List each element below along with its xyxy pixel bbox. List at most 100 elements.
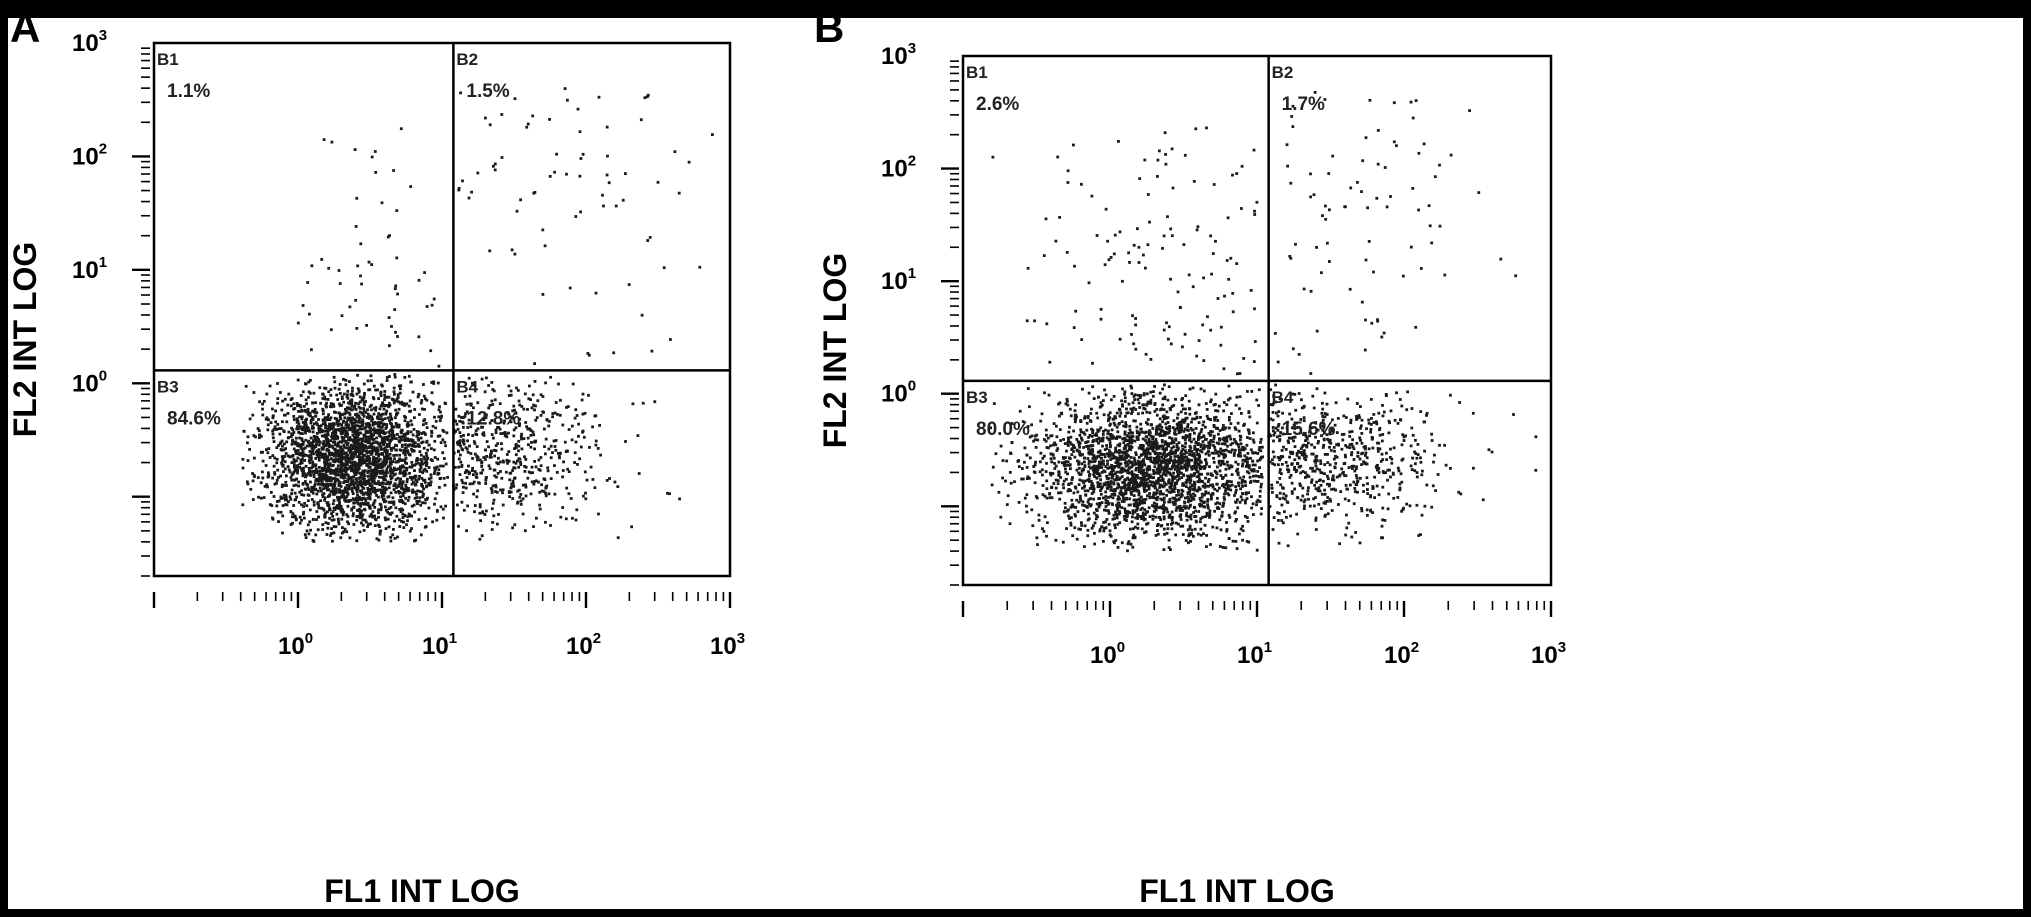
event-point-b3	[1089, 412, 1093, 415]
event-point-b3	[1211, 525, 1215, 529]
event-point-b3	[430, 429, 433, 433]
event-point-b4	[457, 524, 460, 528]
event-point-b3	[363, 433, 367, 437]
event-point-b3	[427, 477, 431, 481]
event-point-b3	[1141, 511, 1145, 515]
event-point-b3	[442, 476, 446, 480]
event-point-b2	[541, 293, 545, 296]
event-point-b3	[1247, 432, 1251, 435]
event-point-b3	[1026, 387, 1030, 390]
event-point-b4	[459, 435, 463, 438]
event-point-b3	[1187, 541, 1190, 545]
event-point-b3	[1256, 452, 1260, 455]
event-point-b3	[1235, 469, 1238, 473]
event-point-b3	[284, 494, 288, 497]
event-point-b4	[631, 402, 635, 406]
event-point-b3	[384, 474, 388, 478]
event-point-b3	[1076, 510, 1080, 513]
event-point-b3	[1217, 404, 1221, 408]
event-point-b3	[333, 480, 337, 483]
event-point-b3	[309, 474, 312, 477]
event-point-b3	[271, 407, 274, 411]
event-point-b3	[1125, 407, 1128, 411]
event-point-b3	[310, 466, 313, 470]
event-point-b4	[540, 489, 544, 493]
event-point-b3	[399, 458, 403, 462]
event-point-b3	[1115, 411, 1119, 415]
event-point-b3	[309, 480, 312, 484]
event-point-b3	[355, 434, 358, 438]
event-point-b3	[355, 448, 359, 451]
event-point-b4	[537, 480, 540, 484]
event-point-b3	[430, 401, 433, 405]
event-point-b4	[461, 440, 465, 444]
event-point-b3	[1163, 500, 1166, 504]
event-point-b3	[1127, 402, 1131, 406]
event-point-b3	[1013, 480, 1016, 484]
event-point-b3	[1064, 470, 1068, 474]
event-point-b3	[385, 508, 388, 512]
event-point-b3	[1091, 449, 1095, 453]
event-point-b3	[321, 528, 325, 531]
event-point-b3	[330, 518, 334, 522]
event-point-b4	[563, 440, 567, 444]
event-point-b3	[373, 457, 377, 460]
event-point-b4	[462, 485, 465, 489]
event-point-b3	[1106, 459, 1109, 463]
event-point-b3	[382, 490, 386, 493]
event-point-b3	[275, 428, 279, 431]
event-point-b3	[365, 459, 369, 463]
event-point-b3	[368, 405, 372, 408]
event-point-b3	[342, 530, 346, 534]
event-point-b3	[288, 495, 292, 499]
event-point-b3	[315, 440, 319, 444]
event-point-b3	[332, 429, 336, 433]
event-point-b3	[404, 443, 407, 447]
event-point-b4	[589, 465, 593, 469]
event-point-b3	[288, 455, 292, 459]
event-point-b3	[430, 391, 434, 395]
event-point-b3	[1125, 483, 1129, 487]
event-point-b3	[420, 460, 424, 464]
event-point-b3	[322, 445, 326, 449]
event-point-b3	[387, 500, 391, 504]
event-point-b3	[1086, 478, 1089, 482]
event-point-b4	[561, 469, 565, 472]
event-point-b3	[277, 444, 280, 447]
event-point-b3	[402, 491, 406, 494]
event-point-b4	[526, 408, 529, 411]
event-point-b3	[282, 493, 286, 497]
event-point-b3	[410, 504, 414, 508]
event-point-b3	[417, 433, 420, 436]
event-point-b3	[1087, 447, 1090, 451]
event-point-b3	[284, 480, 288, 484]
event-point-b3	[370, 432, 373, 436]
event-point-b2	[601, 193, 604, 197]
event-point-b3	[340, 455, 344, 459]
event-point-b3	[1020, 477, 1024, 481]
event-point-b4	[511, 497, 515, 500]
event-point-b3	[413, 490, 417, 494]
event-point-b3	[1072, 446, 1076, 449]
event-point-b3	[1185, 485, 1188, 488]
event-point-b4	[494, 490, 497, 493]
event-point-b4	[507, 490, 511, 493]
event-point-b4	[557, 382, 560, 386]
event-point-b3	[340, 472, 344, 475]
event-point-b3	[317, 482, 320, 486]
event-point-b3	[1218, 486, 1221, 490]
event-point-b3	[1115, 457, 1119, 461]
event-point-b3	[340, 494, 344, 498]
event-point-b3	[1185, 518, 1189, 522]
event-point-b3	[1126, 439, 1130, 442]
event-point-b4	[469, 452, 473, 455]
event-point-b3	[1154, 534, 1158, 537]
event-point-b3	[371, 503, 375, 507]
event-point-b3	[377, 495, 380, 499]
event-point-b3	[328, 462, 332, 465]
event-point-b4	[464, 481, 467, 485]
event-point-b3	[399, 477, 402, 481]
event-point-b3	[279, 427, 283, 430]
event-point-b3	[321, 409, 325, 413]
event-point-b3	[1001, 476, 1004, 480]
